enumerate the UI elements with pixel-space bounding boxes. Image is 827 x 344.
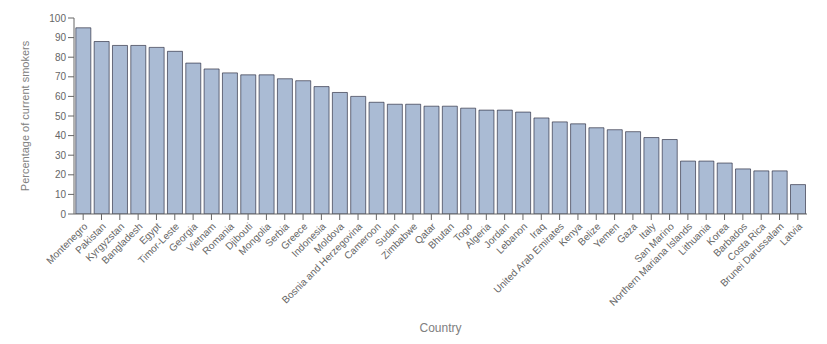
svg-text:Romania: Romania (200, 220, 237, 257)
svg-text:Serbia: Serbia (263, 220, 292, 249)
svg-text:Sudan: Sudan (372, 220, 402, 249)
svg-text:Greece: Greece (278, 220, 310, 252)
svg-text:Egypt: Egypt (137, 220, 163, 247)
svg-text:Italy: Italy (636, 220, 658, 242)
svg-text:Barbados: Barbados (711, 220, 750, 259)
svg-text:Costa Rica: Costa Rica (725, 220, 768, 263)
svg-text:50: 50 (55, 111, 67, 122)
svg-text:Gaza: Gaza (615, 220, 640, 245)
svg-text:Georgia: Georgia (166, 220, 200, 254)
svg-text:Percentage of current smokers: Percentage of current smokers (19, 40, 31, 191)
svg-text:Country: Country (419, 321, 461, 335)
svg-text:10: 10 (55, 189, 67, 200)
svg-text:Zimbabwe: Zimbabwe (379, 220, 420, 262)
svg-text:Vietnam: Vietnam (184, 220, 218, 255)
svg-text:Bangladesh: Bangladesh (99, 220, 145, 266)
svg-text:Djibouti: Djibouti (223, 220, 255, 252)
svg-text:Mongolia: Mongolia (236, 220, 273, 258)
svg-text:Bhutan: Bhutan (425, 220, 457, 251)
svg-text:Lebanon: Lebanon (494, 221, 529, 256)
svg-text:Togo: Togo (451, 220, 475, 244)
svg-text:Algeria: Algeria (462, 220, 493, 251)
svg-text:90: 90 (55, 32, 67, 43)
svg-text:70: 70 (55, 71, 67, 82)
svg-text:Cameroon: Cameroon (342, 220, 383, 262)
svg-text:Lithuania: Lithuania (676, 220, 713, 258)
svg-text:Korea: Korea (704, 220, 731, 248)
svg-text:100: 100 (49, 13, 66, 24)
svg-text:Belize: Belize (575, 220, 603, 248)
svg-text:0: 0 (60, 209, 66, 220)
svg-text:Montenegro: Montenegro (44, 220, 90, 267)
svg-text:Pakistan: Pakistan (73, 220, 108, 256)
svg-text:Moldova: Moldova (311, 220, 347, 256)
svg-text:Yemen: Yemen (591, 220, 621, 251)
svg-text:Bosnia and Herzegovina: Bosnia and Herzegovina (280, 220, 365, 305)
svg-text:30: 30 (55, 150, 67, 161)
svg-text:San Marino: San Marino (632, 220, 676, 265)
svg-text:Kenya: Kenya (556, 220, 585, 249)
svg-text:Qatar: Qatar (412, 220, 438, 247)
svg-text:Kyrgyzstan: Kyrgyzstan (83, 220, 127, 264)
svg-text:60: 60 (55, 91, 67, 102)
svg-text:Latvia: Latvia (778, 220, 805, 247)
svg-text:United Arab Emirates: United Arab Emirates (491, 221, 566, 296)
svg-text:Brunei Darussalam: Brunei Darussalam (718, 221, 786, 289)
svg-text:20: 20 (55, 169, 67, 180)
svg-text:Jordan: Jordan (481, 220, 512, 251)
svg-text:Indonesia: Indonesia (289, 220, 328, 260)
svg-text:80: 80 (55, 52, 67, 63)
svg-text:Iraq: Iraq (527, 220, 548, 241)
svg-text:Northern Mariana Islands: Northern Mariana Islands (607, 221, 694, 308)
svg-text:Timor-Leste: Timor-Leste (136, 220, 182, 266)
svg-text:40: 40 (55, 130, 67, 141)
